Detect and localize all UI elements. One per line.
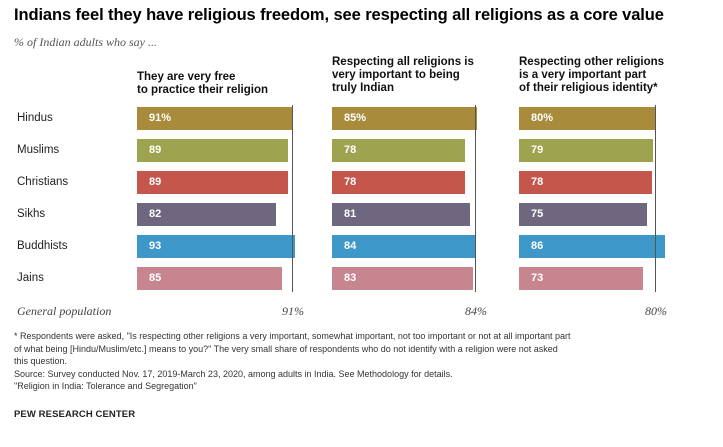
bar-jains-col1: 85: [137, 267, 282, 290]
bar-value-label: 85%: [344, 112, 367, 124]
column-heading-line: Respecting all religions is: [332, 56, 474, 68]
bar-value-label: 82: [149, 208, 162, 220]
bar-sikhs-col1: 82: [137, 203, 276, 226]
bar-value-label: 80%: [531, 112, 554, 124]
column-heading-line: Respecting other religions: [519, 56, 665, 68]
column-heading-line: truly Indian: [332, 82, 394, 94]
category-label-jains: Jains: [17, 272, 44, 284]
bar-christians-col1: 89: [137, 171, 288, 194]
chart-subtitle: % of Indian adults who say ...: [14, 35, 157, 49]
bar-value-label: 85: [149, 272, 162, 284]
bar-hindus-col1: 91%: [137, 107, 292, 130]
general-population-label: General population: [17, 304, 112, 318]
bar-muslims-col3: 79: [519, 139, 653, 162]
bar-value-label: 79: [531, 144, 544, 156]
bar-jains-col3: 73: [519, 267, 643, 290]
category-label-sikhs: Sikhs: [17, 208, 46, 220]
bar-value-label: 75: [531, 208, 544, 220]
column-heading-line: of their religious identity*: [519, 82, 658, 94]
bar-buddhists-col3: 86: [519, 235, 665, 258]
general-population-line-col3: [655, 105, 656, 292]
bar-jains-col2: 83: [332, 267, 473, 290]
bar-christians-col2: 78: [332, 171, 465, 194]
bar-value-label: 91%: [149, 112, 172, 124]
bar-value-label: 78: [531, 176, 544, 188]
footnote-line: this question.: [14, 356, 68, 366]
general-population-value-col1: 91%: [282, 304, 304, 318]
bar-hindus-col3: 80%: [519, 107, 655, 130]
column-heading-1: They are very free to practice their reli…: [137, 71, 268, 97]
column-heading-3: Respecting other religions is a very impo…: [519, 56, 664, 95]
bar-hindus-col2: 85%: [332, 107, 477, 130]
bar-value-label: 89: [149, 176, 162, 188]
general-population-line-col2: [475, 105, 476, 292]
bar-value-label: 93: [149, 240, 162, 252]
column-heading-line: is a very important part: [519, 69, 647, 81]
bar-value-label: 78: [344, 144, 357, 156]
footnote-line: * Respondents were asked, "Is respecting…: [14, 331, 571, 341]
bar-muslims-col1: 89: [137, 139, 288, 162]
column-heading-line: very important to being: [332, 69, 460, 81]
category-label-buddhists: Buddhists: [17, 240, 68, 252]
bar-value-label: 86: [531, 240, 544, 252]
column-heading-line: They are very free: [137, 71, 236, 83]
bar-buddhists-col1: 93: [137, 235, 295, 258]
bar-value-label: 81: [344, 208, 357, 220]
category-label-hindus: Hindus: [17, 112, 53, 124]
bar-christians-col3: 78: [519, 171, 652, 194]
bar-value-label: 89: [149, 144, 162, 156]
general-population-value-col2: 84%: [465, 304, 487, 318]
footnote: * Respondents were asked, "Is respecting…: [14, 330, 710, 393]
bar-value-label: 73: [531, 272, 544, 284]
footnote-line: "Religion in India: Tolerance and Segreg…: [14, 381, 197, 391]
footnote-line: Source: Survey conducted Nov. 17, 2019-M…: [14, 368, 453, 379]
bar-buddhists-col2: 84: [332, 235, 475, 258]
general-population-value-col3: 80%: [645, 304, 667, 318]
bar-muslims-col2: 78: [332, 139, 465, 162]
column-heading-line: to practice their religion: [137, 84, 268, 96]
bar-value-label: 84: [344, 240, 357, 252]
category-label-christians: Christians: [17, 176, 69, 188]
bar-value-label: 78: [344, 176, 357, 188]
chart-title: Indians feel they have religious freedom…: [14, 6, 664, 24]
column-heading-2: Respecting all religions is very importan…: [332, 56, 474, 95]
bar-sikhs-col2: 81: [332, 203, 470, 226]
footnote-line: of what being [Hindu/Muslim/etc.] means …: [14, 343, 558, 354]
bar-sikhs-col3: 75: [519, 203, 647, 226]
source-org: PEW RESEARCH CENTER: [14, 409, 136, 420]
bar-value-label: 83: [344, 272, 357, 284]
general-population-line-col1: [292, 105, 293, 292]
category-label-muslims: Muslims: [17, 144, 60, 156]
